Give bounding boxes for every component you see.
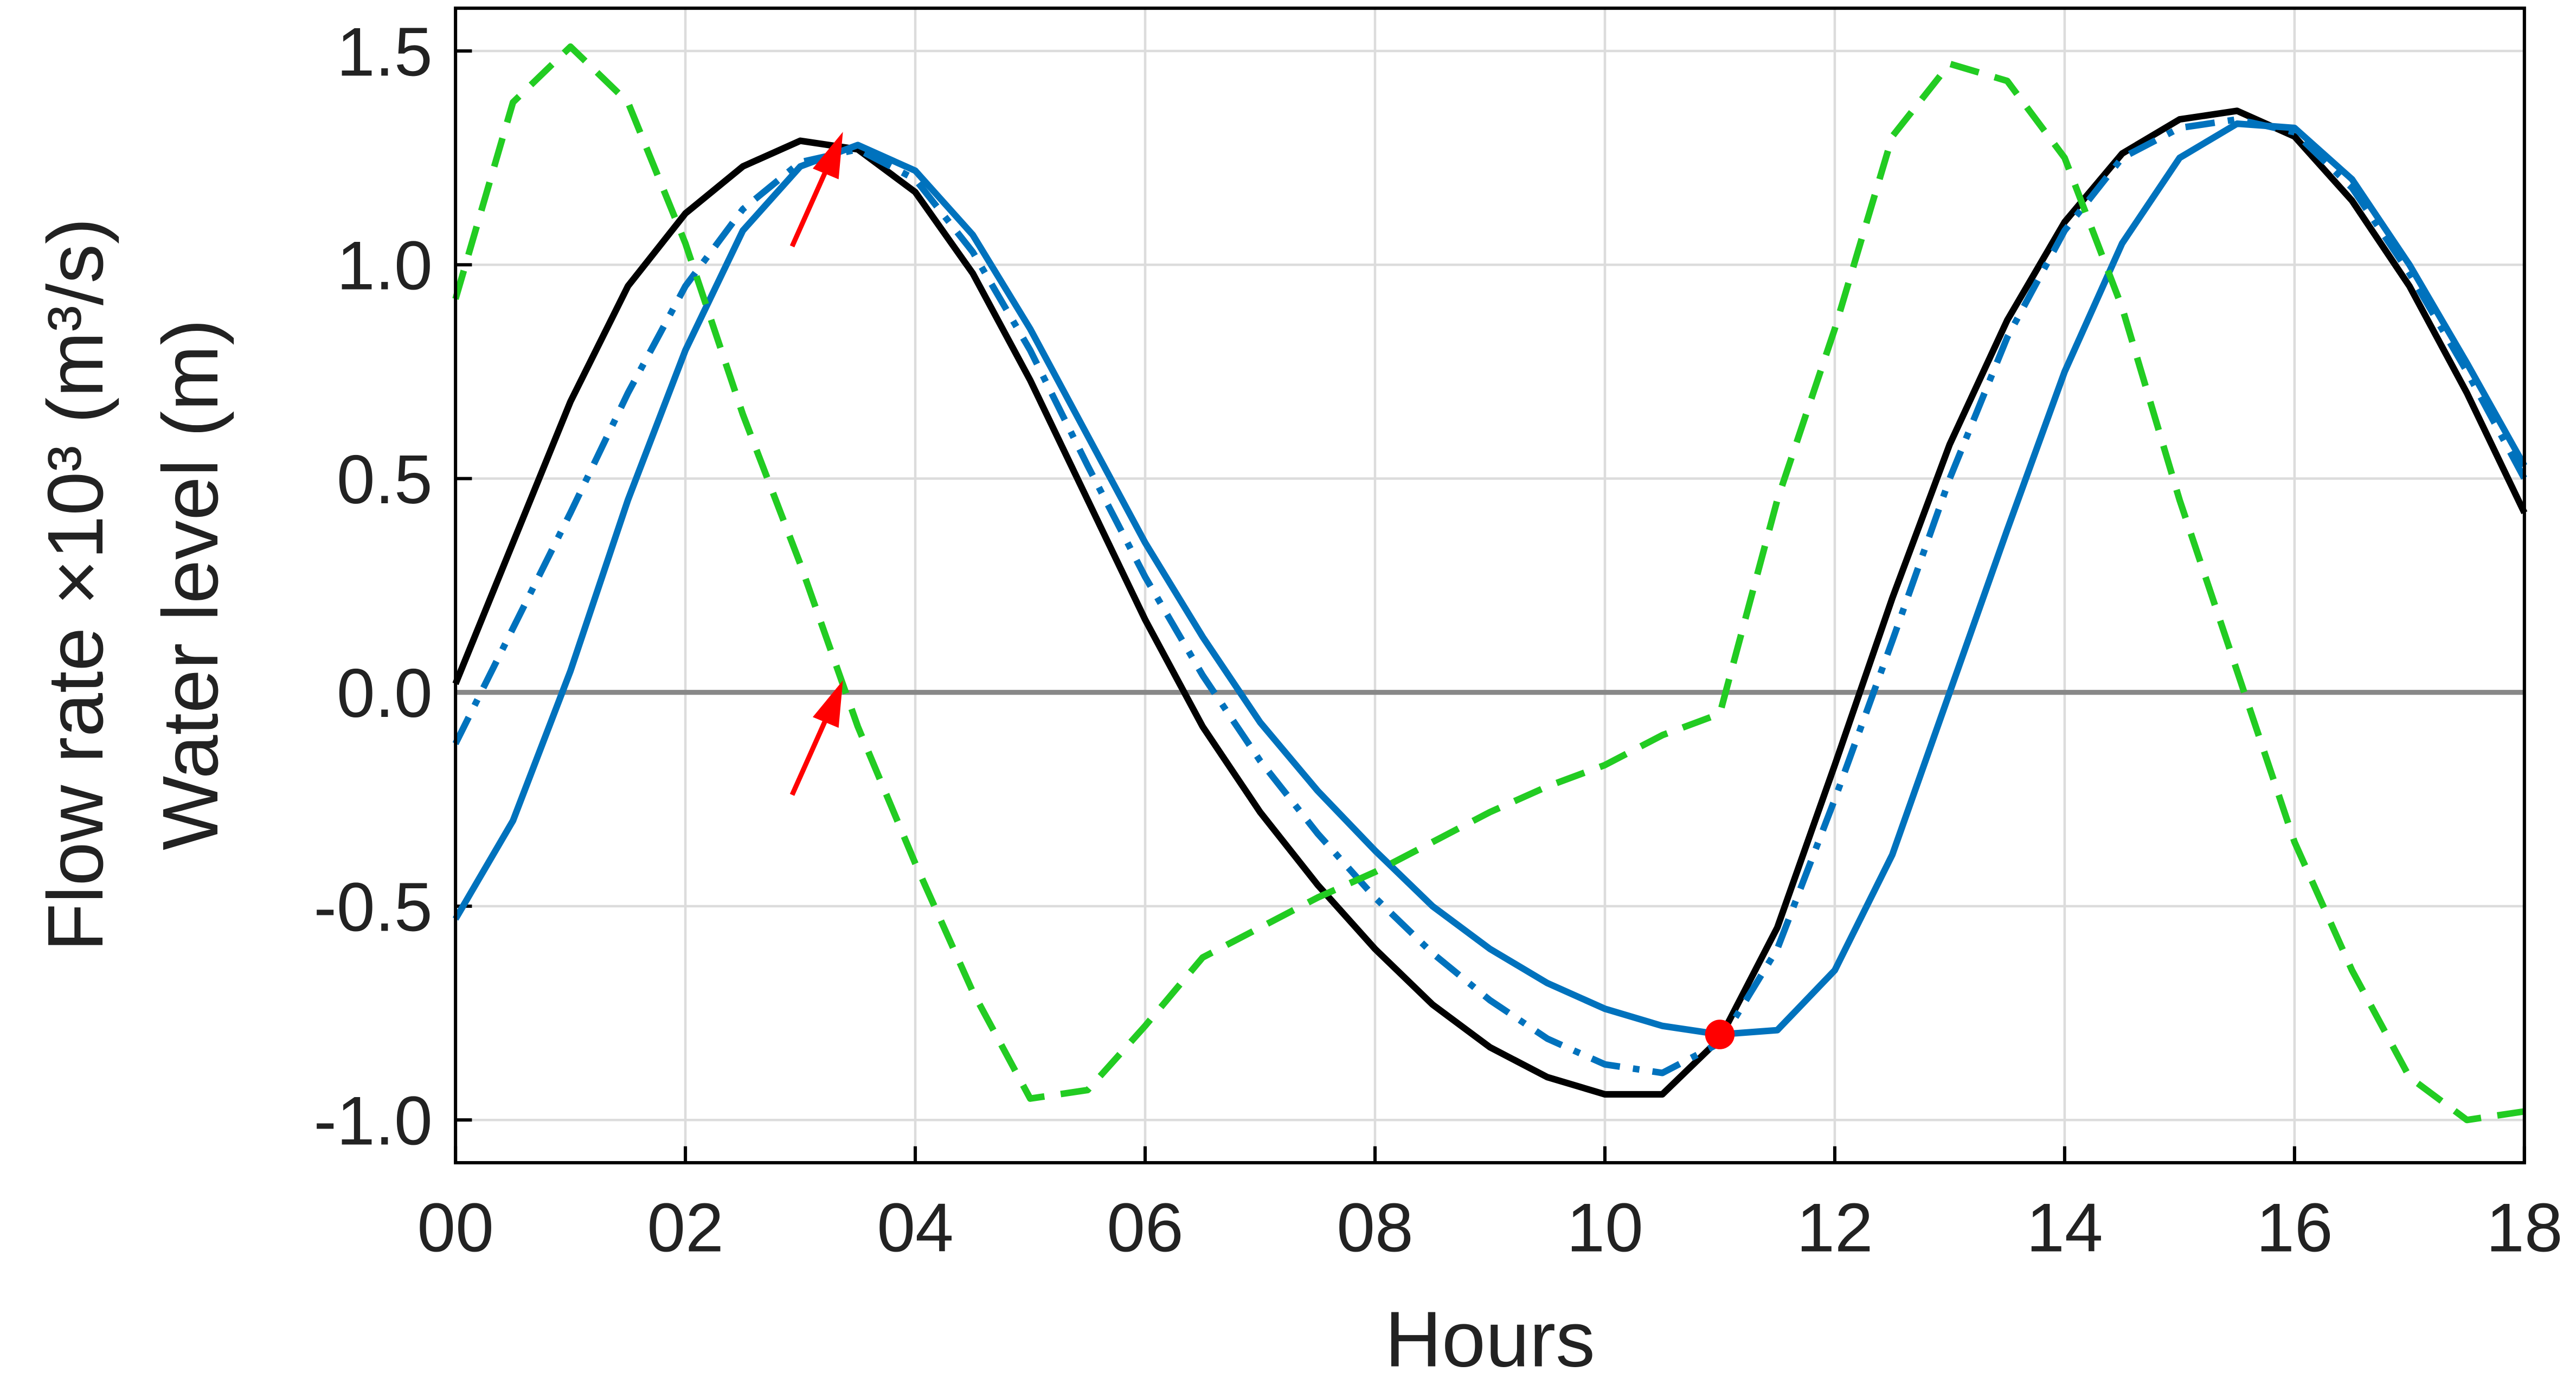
- x-tick-label: 16: [2256, 1189, 2333, 1266]
- y-tick-label: -0.5: [314, 868, 433, 945]
- x-tick-label: 06: [1107, 1189, 1183, 1266]
- plot-area: [452, 43, 2528, 1124]
- axes-frame: [454, 7, 2526, 1165]
- x-tick-label: 12: [1796, 1189, 1873, 1266]
- series-line: [452, 120, 2528, 1038]
- x-tick-label: 18: [2486, 1189, 2562, 1266]
- x-tick-label: 04: [877, 1189, 953, 1266]
- y-tick-label: -1.0: [314, 1082, 433, 1159]
- x-axis-label: Hours: [1385, 1295, 1595, 1383]
- y-tick-label: 1.5: [337, 13, 433, 90]
- series-line: [452, 116, 2528, 1076]
- marker-point: [1705, 1020, 1735, 1049]
- y-tick-label: 0.5: [337, 441, 433, 518]
- y-axis-label: Water level (m): [146, 319, 234, 850]
- series-line: [452, 43, 2525, 1124]
- x-tick-label: 02: [647, 1189, 723, 1266]
- y-axis-label: Flow rate ×10³ (m³/s): [31, 218, 119, 952]
- x-tick-label: 10: [1566, 1189, 1643, 1266]
- grid: [454, 8, 2526, 1163]
- y-tick-label: 1.0: [337, 227, 433, 304]
- annotation-arrows: [789, 132, 843, 796]
- series-line: [452, 107, 2528, 1098]
- y-tick-label: 0.0: [337, 655, 433, 732]
- x-tick-label: 08: [1337, 1189, 1413, 1266]
- x-tick-label: 14: [2026, 1189, 2103, 1266]
- x-tick-label: 00: [417, 1189, 493, 1266]
